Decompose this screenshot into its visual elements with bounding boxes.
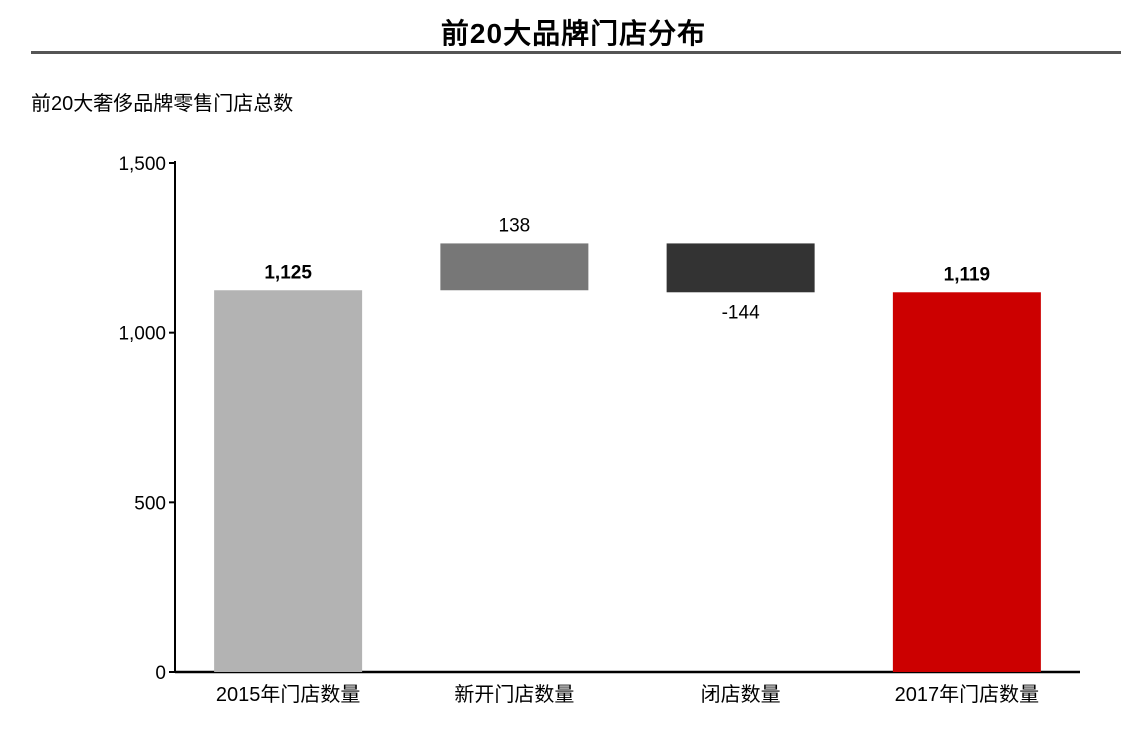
bar-2 <box>440 243 589 291</box>
chart-subtitle: 前20大奢侈品牌零售门店总数 <box>31 93 294 115</box>
x-category-label: 2017年门店数量 <box>895 683 1040 706</box>
page-title: 前20大品牌门店分布 <box>440 18 707 49</box>
bar-4 <box>892 292 1041 672</box>
x-category-label: 闭店数量 <box>701 683 781 706</box>
data-label: 138 <box>499 215 531 236</box>
x-category-label: 新开门店数量 <box>454 683 574 706</box>
data-label: 1,125 <box>264 262 312 283</box>
y-tick-label: 0 <box>155 663 166 684</box>
bar-1 <box>214 290 363 672</box>
data-label: -144 <box>722 302 760 323</box>
data-label: 1,119 <box>944 264 991 285</box>
bar-3 <box>666 243 815 293</box>
x-category-label: 2015年门店数量 <box>216 683 361 706</box>
title-divider <box>31 51 1121 54</box>
y-tick-label: 1,500 <box>118 154 166 175</box>
y-tick-label: 1,000 <box>118 324 166 345</box>
y-tick-label: 500 <box>134 493 166 514</box>
